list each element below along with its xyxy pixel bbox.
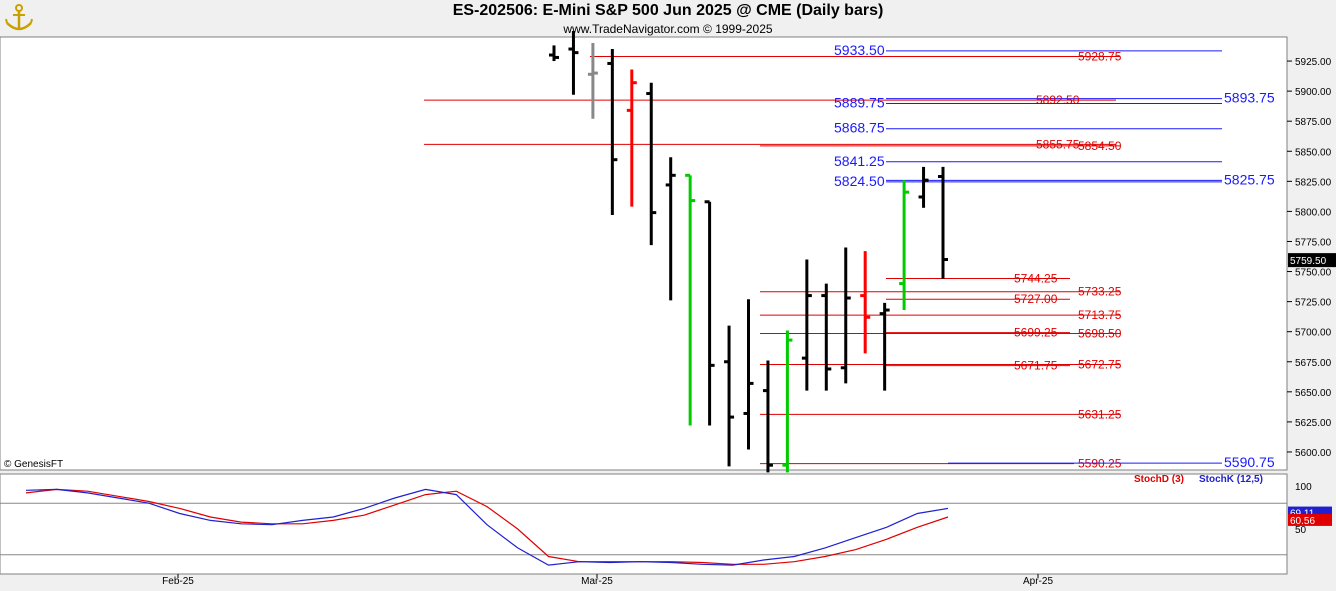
price-panel	[0, 36, 1288, 471]
level-label: 5854.50	[1078, 139, 1122, 153]
level-label: 5713.75	[1078, 308, 1122, 322]
y-axis-tick-label: 5800.00	[1295, 207, 1332, 218]
level-label: 5824.50	[834, 173, 885, 189]
y-axis-tick-label: 5750.00	[1295, 268, 1332, 279]
level-label: 5855.75	[1036, 137, 1080, 151]
stochD-value-badge	[1288, 513, 1332, 526]
level-label: 5928.75	[1078, 50, 1122, 64]
level-label: 5727.00	[1014, 292, 1058, 306]
level-label: 5698.50	[1078, 326, 1122, 340]
level-label: 5933.50	[834, 42, 885, 58]
legend-stochD: StochD (3)	[1134, 474, 1184, 485]
level-label: 5631.25	[1078, 407, 1122, 421]
y-axis-tick-label: 5900.00	[1295, 87, 1332, 98]
stoch-tick-label: 100	[1295, 482, 1312, 493]
level-label: 5671.75	[1014, 359, 1058, 373]
x-axis-label: Mar-25	[581, 576, 613, 587]
x-axis-label: Feb-25	[162, 576, 194, 587]
y-axis-tick-label: 5925.00	[1295, 57, 1332, 68]
level-label: 5672.75	[1078, 357, 1122, 371]
stoch-tick-label: 50	[1295, 525, 1307, 536]
level-label: 5892.50	[1036, 93, 1080, 107]
y-axis-tick-label: 5725.00	[1295, 298, 1332, 309]
y-axis-tick-label: 5650.00	[1295, 388, 1332, 399]
watermark: © GenesisFT	[4, 459, 63, 470]
level-label: 5841.25	[834, 153, 885, 169]
chart-subtitle: www.TradeNavigator.com © 1999-2025	[563, 22, 773, 36]
level-label: 5868.75	[834, 120, 885, 136]
legend-stochK: StochK (12,5)	[1199, 474, 1263, 485]
level-label: 5889.75	[834, 94, 885, 110]
y-axis-tick-label: 5675.00	[1295, 358, 1332, 369]
y-axis-tick-label: 5600.00	[1295, 448, 1332, 459]
chart-title: ES-202506: E-Mini S&P 500 Jun 2025 @ CME…	[452, 2, 884, 19]
level-label: 5590.25	[1078, 457, 1122, 471]
current-price-badge	[1288, 253, 1336, 268]
x-axis-label: Apr-25	[1023, 576, 1053, 587]
y-axis-tick-label: 5825.00	[1295, 177, 1332, 188]
level-label: 5825.75	[1224, 171, 1275, 187]
y-axis-tick-label: 5775.00	[1295, 237, 1332, 248]
y-axis-tick-label: 5625.00	[1295, 418, 1332, 429]
level-label: 5590.75	[1224, 454, 1275, 470]
y-axis-tick-label: 5700.00	[1295, 328, 1332, 339]
level-label: 5744.25	[1014, 271, 1058, 285]
stochK-line	[25, 488, 949, 566]
level-label: 5699.25	[1014, 326, 1058, 340]
current-price-label: 5759.50	[1290, 256, 1327, 267]
level-label: 5893.75	[1224, 90, 1275, 106]
y-axis-tick-label: 5850.00	[1295, 147, 1332, 158]
stochD-line	[25, 488, 949, 565]
y-axis-tick-label: 5875.00	[1295, 117, 1332, 128]
stochD-value: 60.56	[1290, 516, 1315, 527]
stochastic-panel	[0, 473, 1288, 575]
level-label: 5733.25	[1078, 285, 1122, 299]
anchor-logo-icon[interactable]	[4, 3, 34, 33]
